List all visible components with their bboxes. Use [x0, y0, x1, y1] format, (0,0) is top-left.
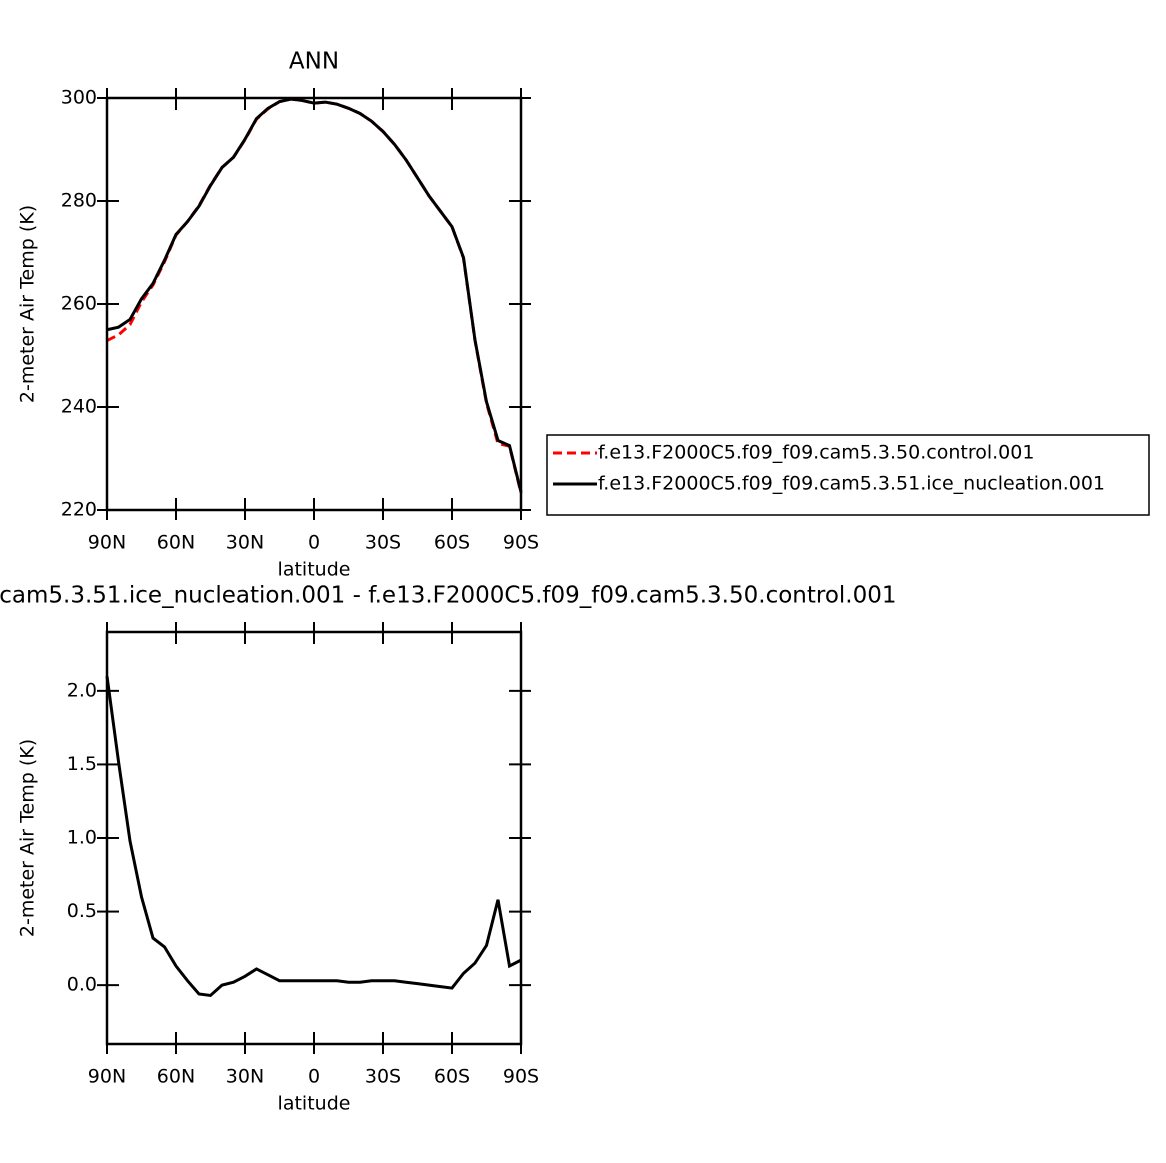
x-tick-label: 90S [503, 532, 539, 554]
y-tick-label: 2.0 [67, 679, 97, 701]
x-tick-label: 30N [226, 1066, 264, 1088]
x-tick-label: 30S [365, 532, 401, 554]
x-tick-label: 60N [157, 1066, 195, 1088]
x-tick-label: 60N [157, 532, 195, 554]
y-tick-label: 1.0 [67, 827, 97, 849]
data-line [106, 97, 523, 494]
x-tick-label: 60S [434, 1066, 470, 1088]
x-tick-label: 30S [365, 1066, 401, 1088]
chart-title: f.e13.F2000C5.f09_f09.cam5.3.51.ice_nucl… [0, 583, 897, 609]
y-tick-label: 280 [61, 190, 97, 212]
y-tick-label: 220 [61, 499, 97, 521]
x-axis-label: latitude [278, 1093, 351, 1115]
x-tick-label: 0 [308, 532, 320, 554]
plot-frame [105, 96, 523, 512]
y-tick-label: 0.5 [67, 900, 97, 922]
legend-label: f.e13.F2000C5.f09_f09.cam5.3.50.control.… [598, 442, 1034, 464]
y-tick-label: 300 [61, 87, 97, 109]
x-tick-label: 90N [88, 1066, 126, 1088]
chart-title: ANN [289, 49, 339, 75]
y-axis-label: 2-meter Air Temp (K) [17, 205, 39, 403]
legend-label: f.e13.F2000C5.f09_f09.cam5.3.51.ice_nucl… [598, 473, 1105, 495]
x-tick-label: 0 [308, 1066, 320, 1088]
x-tick-label: 30N [226, 532, 264, 554]
y-tick-label: 260 [61, 293, 97, 315]
x-tick-label: 90N [88, 532, 126, 554]
y-tick-label: 0.0 [67, 974, 97, 996]
data-line [105, 675, 522, 998]
y-tick-label: 240 [61, 396, 97, 418]
x-tick-label: 90S [503, 1066, 539, 1088]
legend-box [546, 434, 1150, 516]
y-tick-label: 1.5 [67, 753, 97, 775]
x-tick-label: 60S [434, 532, 470, 554]
data-line [106, 97, 523, 493]
x-axis-label: latitude [278, 559, 351, 581]
plot-frame [105, 630, 523, 1046]
y-axis-label: 2-meter Air Temp (K) [17, 739, 39, 937]
